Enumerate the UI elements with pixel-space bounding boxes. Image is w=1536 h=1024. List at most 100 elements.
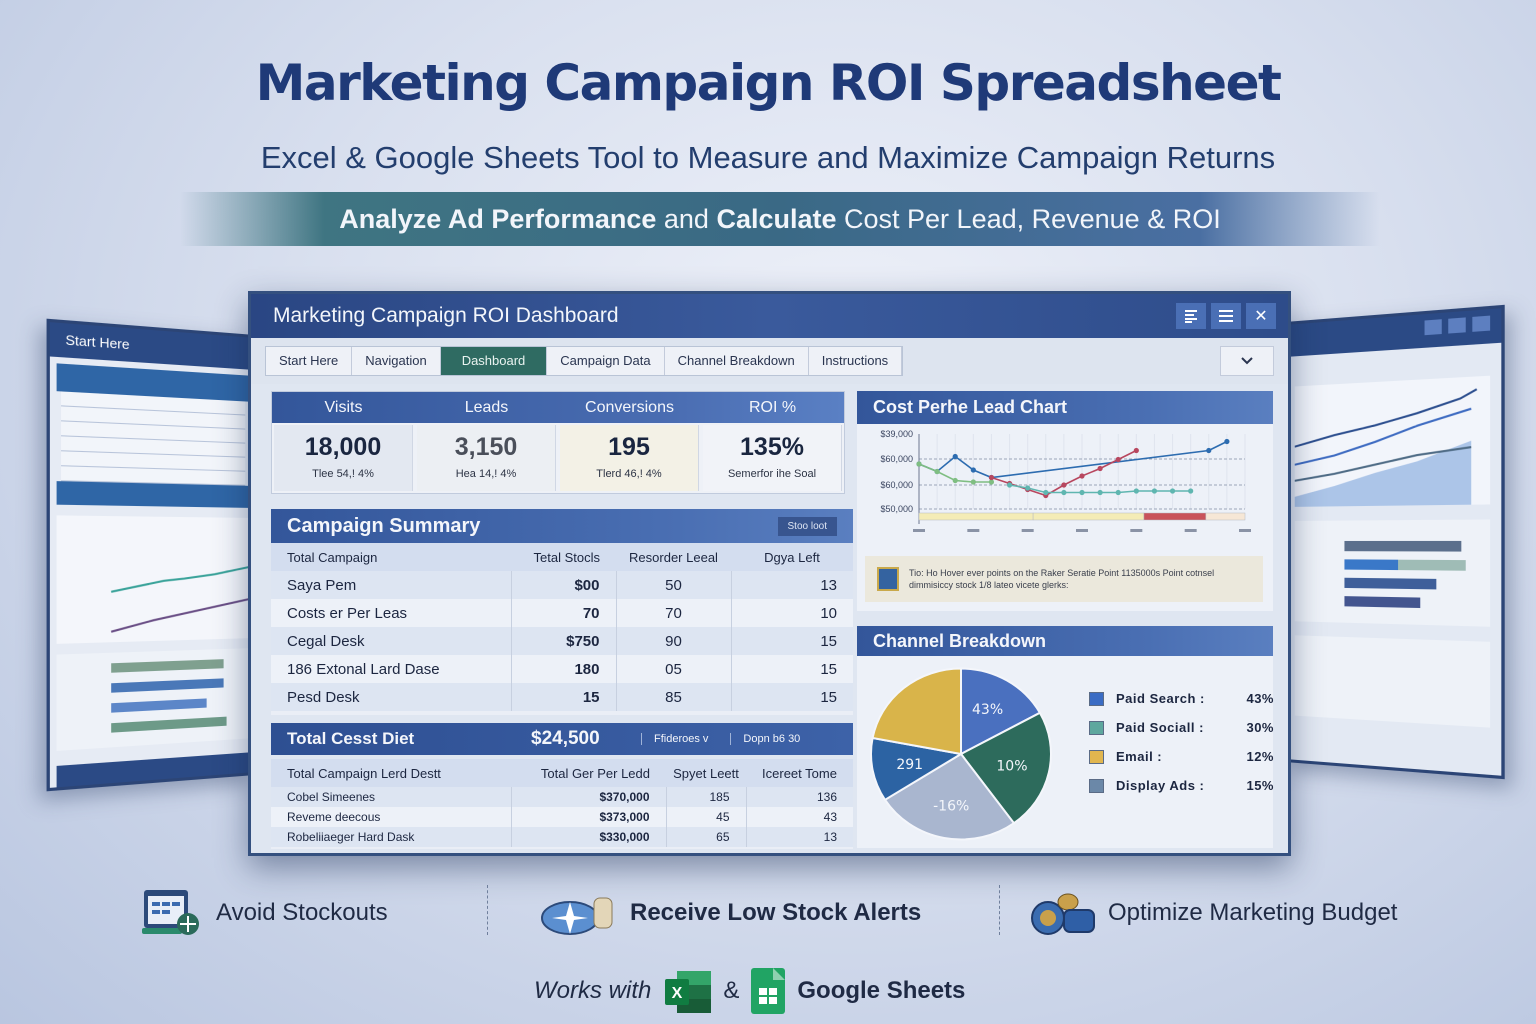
- close-button[interactable]: ✕: [1246, 303, 1276, 329]
- side-panel-title: Start Here: [49, 322, 256, 370]
- window-title: Marketing Campaign ROI Dashboard: [273, 304, 619, 327]
- table-cell: $370,000: [511, 787, 667, 807]
- kpi-label-leads: Leads: [464, 399, 509, 416]
- side-line-chart-svg: [57, 515, 254, 643]
- panel-title: Cost Perhe Lead Chart: [873, 397, 1068, 417]
- menu-button[interactable]: [1211, 303, 1241, 329]
- side-footer-bar: [56, 752, 250, 792]
- legend-item: Email : 12%: [1089, 742, 1274, 771]
- table-row: Cegal Desk $750 90 15: [271, 627, 853, 655]
- table-row: Costs er Per Leas 70 70 10: [271, 599, 853, 627]
- kpi-subtext: Tlerd 46,! 4%: [596, 468, 662, 480]
- line-chart-svg[interactable]: $39,000 $60,000 $60,000 $50,000: [857, 424, 1273, 549]
- sheets-grid-icon: [759, 968, 786, 1004]
- campaign-summary-panel: Campaign Summary Stoo loot Total Campaig…: [271, 509, 853, 715]
- table-cell: 05: [616, 655, 732, 683]
- tab-start-here[interactable]: Start Here: [266, 347, 353, 375]
- budget-coins-icon: [1031, 893, 1095, 935]
- window-button-icon: [1448, 317, 1466, 334]
- table-cell: Robeliiaeger Hard Dask: [271, 827, 512, 847]
- tab-dashboard[interactable]: Dashboard: [440, 347, 548, 375]
- legend-item: Paid Search : 43%: [1089, 684, 1274, 713]
- filter-dropdown[interactable]: Ffideroes v: [641, 733, 720, 745]
- table-row: Robeliiaeger Hard Dask $330,000 65 13: [271, 827, 853, 847]
- kpi-label-roi: ROI %: [748, 399, 797, 416]
- kpi-card-visits: 18,000 Tlee 54,! 4%: [274, 425, 413, 491]
- table-cell: 15: [511, 683, 617, 711]
- legend-label: Display Ads :: [1116, 778, 1205, 793]
- table-cell: 85: [616, 683, 732, 711]
- table-cell: 186 Extonal Lard Dase: [271, 655, 512, 683]
- window-titlebar: Marketing Campaign ROI Dashboard ✕: [251, 294, 1288, 338]
- kpi-values: 18,000 Tlee 54,! 4% 3,150 Hea 14,! 4% 19…: [272, 423, 844, 493]
- kpi-card-conversions: 195 Tlerd 46,! 4%: [560, 425, 699, 491]
- google-sheets-icon: [751, 968, 786, 1014]
- table-cell: 180: [511, 655, 617, 683]
- column-header: Tetal Stocls: [511, 543, 616, 571]
- table-cell: Reveme deecous: [271, 807, 512, 827]
- column-header: Icereet Tome: [746, 759, 853, 787]
- legend-value: 43%: [1246, 691, 1274, 706]
- table-cell: $373,000: [511, 807, 667, 827]
- table-row: 186 Extonal Lard Dase 180 05 15: [271, 655, 853, 683]
- window-button-icon: [1472, 315, 1491, 332]
- tagline-part: Calculate: [716, 203, 837, 234]
- summary-action-button[interactable]: Stoo loot: [777, 516, 837, 536]
- campaign-detail-panel: Total Campaign Lerd Destt Total Ger Per …: [271, 759, 853, 849]
- table-cell: 50: [616, 571, 732, 599]
- pie-chart-svg[interactable]: 43% 10% -16% 291: [865, 658, 1085, 848]
- window-button-icon: [1424, 319, 1442, 336]
- kpi-label-conversions: Conversions: [585, 399, 674, 416]
- side-table-footer: [56, 481, 250, 508]
- table-cell: 70: [511, 599, 617, 627]
- list-icon: [1185, 310, 1197, 323]
- sheet-tab-bar: Start Here Navigation Dashboard Campaign…: [251, 338, 1288, 384]
- total-cost-bar: Total Cesst Diet $24,500 Ffideroes v Dop…: [271, 723, 853, 755]
- period-dropdown[interactable]: Dopn b6 30: [730, 733, 812, 745]
- list-view-button[interactable]: [1176, 303, 1206, 329]
- legend-value: 30%: [1246, 720, 1274, 735]
- legend-value: 12%: [1246, 749, 1274, 764]
- side-panel-start-here: Start Here: [46, 318, 256, 792]
- svg-text:10%: 10%: [996, 758, 1027, 774]
- legend-swatch: [1089, 691, 1104, 706]
- tab-overflow-dropdown[interactable]: [1220, 346, 1274, 376]
- feature-optimize-budget: Optimize Marketing Budget: [1028, 888, 1397, 938]
- kpi-card-leads: 3,150 Hea 14,! 4%: [417, 425, 556, 491]
- panel-header: Channel Breakdown: [857, 626, 1273, 656]
- table-row: Saya Pem $00 50 13: [271, 571, 853, 599]
- cost-per-lead-chart: $39,000 $60,000 $60,000 $50,000: [857, 424, 1273, 549]
- panel-header: Campaign Summary Stoo loot: [271, 509, 853, 543]
- dashboard-window: Marketing Campaign ROI Dashboard ✕ Start…: [248, 291, 1291, 856]
- table-cell: $750: [511, 627, 617, 655]
- panel-title: Channel Breakdown: [873, 630, 1047, 651]
- feature-low-stock-alerts: Receive Low Stock Alerts: [538, 888, 921, 938]
- legend-swatch: [1089, 720, 1104, 735]
- excel-icon: X: [665, 971, 712, 1013]
- svg-text:$60,000: $60,000: [880, 454, 913, 464]
- pie-legend: Paid Search : 43% Paid Sociall : 30% Ema…: [1089, 684, 1274, 800]
- ampersand: &: [723, 977, 740, 1004]
- side-bar-chart: [56, 648, 250, 751]
- tab-campaign-data[interactable]: Campaign Data: [547, 347, 665, 375]
- tab-instructions[interactable]: Instructions: [808, 347, 903, 375]
- table-cell: 43: [746, 807, 853, 827]
- table-header-row: Total Campaign Lerd Destt Total Ger Per …: [271, 759, 853, 787]
- kpi-subtext: Tlee 54,! 4%: [312, 468, 374, 480]
- tab-navigation[interactable]: Navigation: [352, 347, 441, 375]
- alert-cloud-icon: [541, 897, 613, 935]
- tab-channel-breakdown[interactable]: Channel Breakdown: [664, 347, 809, 375]
- table-cell: $00: [511, 571, 617, 599]
- side-panel-right: [1285, 304, 1505, 780]
- table-row: Reveme deecous $373,000 45 43: [271, 807, 853, 827]
- side-line-chart: [56, 515, 250, 644]
- column-header: Total Campaign: [271, 543, 511, 571]
- hero-title: Marketing Campaign ROI Spreadsheet: [255, 54, 1282, 112]
- table-cell: $330,000: [511, 827, 667, 847]
- legend-swatch: [1089, 778, 1104, 793]
- column-header: Spyet Leett: [666, 759, 746, 787]
- total-cost-label: Total Cesst Diet: [287, 729, 415, 748]
- kpi-value: 18,000: [304, 433, 382, 461]
- kpi-value: 135%: [740, 433, 804, 461]
- table-header-row: Total Campaign Tetal Stocls Resorder Lee…: [271, 543, 853, 571]
